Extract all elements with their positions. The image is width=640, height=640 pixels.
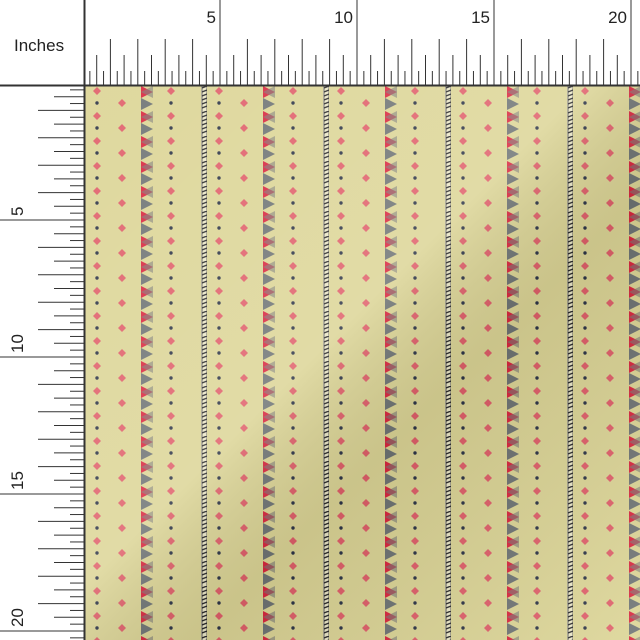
- fabric-shading: [85, 86, 640, 640]
- left-ruler: [0, 0, 85, 640]
- left-ruler-label: 15: [8, 471, 27, 490]
- left-ruler-label: 10: [8, 334, 27, 353]
- unit-label: Inches: [14, 36, 64, 55]
- left-ruler-label: 20: [8, 608, 27, 627]
- top-ruler-label: 10: [334, 8, 353, 27]
- left-ruler-label: 5: [8, 207, 27, 216]
- top-ruler-label: 5: [207, 8, 216, 27]
- top-ruler-label: 15: [471, 8, 490, 27]
- top-ruler-label: 20: [608, 8, 627, 27]
- top-ruler: [0, 0, 640, 86]
